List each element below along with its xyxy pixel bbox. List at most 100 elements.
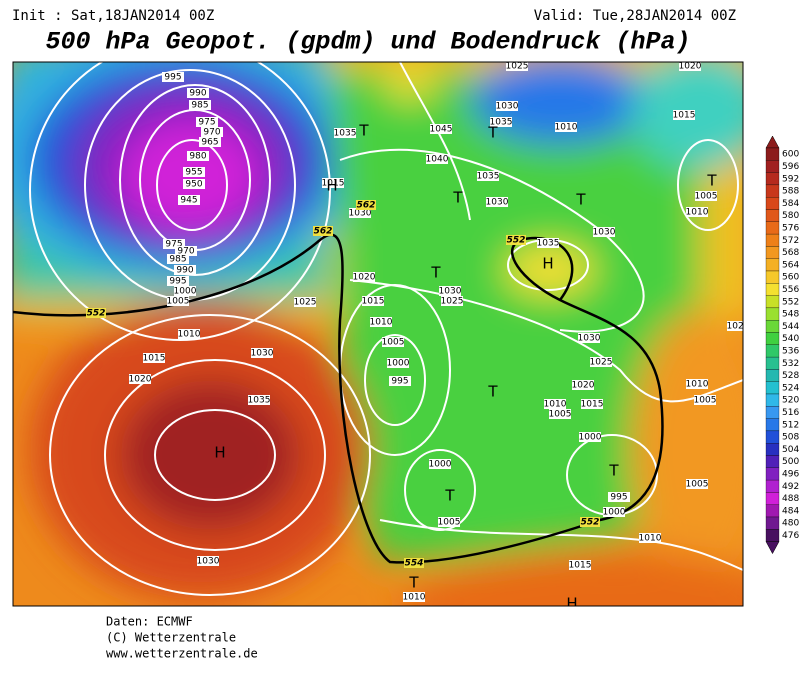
isobar	[156, 139, 228, 231]
colorbar-label: 492	[782, 482, 799, 492]
isobar-label: 1025	[294, 298, 317, 308]
isobar-label: 1005	[695, 192, 718, 202]
label-bg	[569, 560, 591, 570]
label-bg	[178, 195, 200, 205]
isobar-label: 1000	[174, 287, 197, 297]
label-bg	[189, 100, 211, 110]
pressure-center: T	[452, 189, 463, 207]
label-bg	[167, 276, 189, 286]
colorbar-label: 504	[782, 445, 799, 455]
isobar-label: 1035	[537, 239, 560, 249]
contour-552-label: 552	[581, 518, 600, 528]
isobar	[29, 62, 331, 341]
isobar-label: 1020	[572, 381, 595, 391]
isobar-label: 1015	[322, 179, 345, 189]
colorbar-swatch	[765, 233, 780, 247]
isobar	[399, 62, 471, 221]
label-bg	[441, 296, 463, 306]
pressure-center: H	[566, 595, 577, 613]
label-bg	[294, 297, 316, 307]
label-bg	[695, 191, 717, 201]
label-bg	[248, 395, 270, 405]
colorbar-swatch	[765, 369, 780, 382]
colorbar-label: 552	[782, 297, 799, 307]
label-bg	[679, 62, 701, 71]
isobar-label: 970	[177, 247, 194, 257]
label-bg	[580, 517, 600, 527]
isobar-label: 1030	[593, 228, 616, 238]
pressure-center: T	[575, 191, 586, 209]
colorbar-swatch	[765, 492, 780, 505]
isobar-label: 1030	[349, 209, 372, 219]
label-bg	[537, 238, 559, 248]
label-bg	[403, 592, 425, 602]
label-bg	[496, 101, 518, 111]
colorbar-label: 540	[782, 334, 799, 344]
colorbar-label: 488	[782, 494, 799, 504]
colorbar-label: 524	[782, 383, 799, 393]
isobar	[379, 519, 743, 571]
label-bg	[382, 337, 404, 347]
colorbar-label: 528	[782, 371, 799, 381]
colorbar-label: 532	[782, 359, 799, 369]
footer: Daten: ECMWF (C) Wetterzentrale www.wett…	[106, 615, 258, 661]
colorbar-label: 596	[782, 162, 799, 172]
isobar-label: 1010	[544, 400, 567, 410]
pressure-center: H	[326, 177, 337, 195]
contour-552-label: 554	[405, 559, 424, 569]
colorbar-swatch	[765, 295, 780, 309]
isobar-label: 1010	[639, 534, 662, 544]
isobar-label: 1030	[496, 102, 519, 112]
isobar-label: 1005	[549, 410, 572, 420]
label-bg	[603, 507, 625, 517]
colorbar-swatch	[765, 160, 780, 173]
label-bg	[581, 399, 603, 409]
label-bg	[438, 517, 460, 527]
colorbar-label: 568	[782, 248, 799, 258]
colorbar-tip	[765, 541, 780, 555]
isobar-label: 1015	[569, 561, 592, 571]
colorbar-swatch	[765, 516, 780, 530]
colorbar-swatch	[765, 221, 780, 235]
label-bg	[143, 353, 165, 363]
isobar-label: 1030	[486, 198, 509, 208]
label-bg	[686, 479, 708, 489]
colorbar-swatch	[765, 332, 780, 345]
label-bg	[313, 226, 333, 236]
pressure-center: T	[408, 574, 419, 592]
colorbar-label: 512	[782, 420, 799, 430]
colorbar-swatch	[765, 283, 780, 296]
colorbar-label: 508	[782, 433, 799, 443]
contour-552	[13, 233, 664, 564]
label-bg	[579, 432, 601, 442]
isobar-label: 995	[610, 493, 627, 503]
colorbar-label: 580	[782, 211, 799, 221]
label-bg	[196, 117, 218, 127]
label-bg	[183, 179, 205, 189]
isobar-label: 1015	[362, 297, 385, 307]
geopotential-field	[13, 62, 743, 606]
isobar-label: 985	[169, 255, 186, 265]
label-bg	[183, 167, 205, 177]
pressure-center: T	[358, 122, 369, 140]
isobar-label: 1030	[578, 334, 601, 344]
isobar-label: 1035	[248, 396, 271, 406]
pressure-center: T	[608, 462, 619, 480]
label-bg	[727, 321, 743, 331]
label-bg	[163, 239, 185, 249]
isobar-label: 975	[165, 240, 182, 250]
isobar	[154, 409, 276, 501]
label-bg	[639, 533, 661, 543]
label-bg	[572, 380, 594, 390]
isobar-label: 980	[189, 152, 206, 162]
map-frame	[12, 61, 744, 607]
label-bg	[426, 154, 448, 164]
label-bg	[187, 88, 209, 98]
colorbar-label: 564	[782, 260, 799, 270]
isobar-label: 995	[169, 277, 186, 287]
isobar-label: 970	[203, 128, 220, 138]
label-bg	[544, 399, 566, 409]
map-labels: 9959909859759709659809559509459759709859…	[86, 62, 743, 613]
isobar-label: 1025	[590, 358, 613, 368]
label-bg	[162, 72, 184, 82]
